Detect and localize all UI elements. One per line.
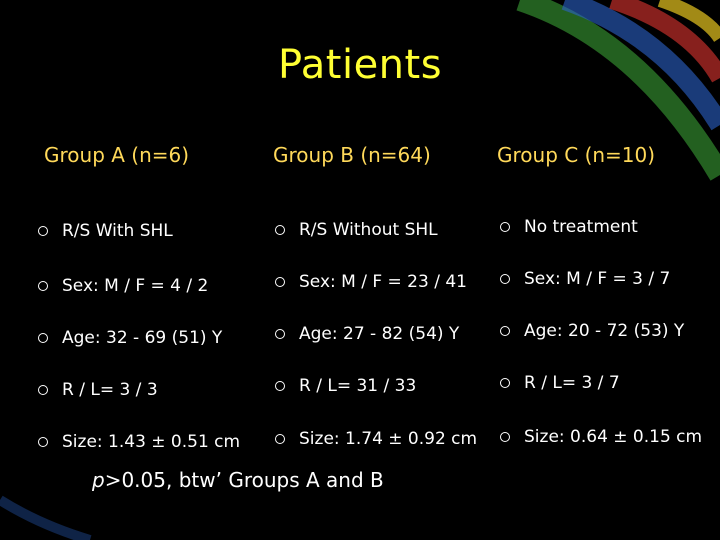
group-b-item: Sex: M / F = 23 / 41 (275, 272, 467, 292)
group-c-item: Age: 20 - 72 (53) Y (500, 321, 684, 341)
slide-title: Patients (277, 42, 443, 88)
group-c-item: Size: 0.64 ± 0.15 cm (500, 427, 702, 447)
group-c-header: Group C (n=10) (497, 143, 656, 167)
circle-bullet-icon (500, 432, 510, 442)
group-a-item: Sex: M / F = 4 / 2 (38, 276, 208, 296)
group-c-item: No treatment (500, 217, 638, 237)
group-c-item-text: Size: 0.64 ± 0.15 cm (524, 427, 703, 447)
p-value-note: p>0.05, btw’ Groups A and B (92, 468, 384, 492)
group-a-item: Age: 32 - 69 (51) Y (38, 328, 222, 348)
circle-bullet-icon (500, 274, 510, 284)
group-a-item: R / L= 3 / 3 (38, 380, 158, 400)
group-b-item: R/S Without SHL (275, 220, 438, 240)
circle-bullet-icon (38, 333, 48, 343)
circle-bullet-icon (500, 378, 510, 388)
circle-bullet-icon (500, 326, 510, 336)
circle-bullet-icon (38, 281, 48, 291)
group-a-item-text: Age: 32 - 69 (51) Y (62, 328, 223, 348)
group-a-item-text: Sex: M / F = 4 / 2 (62, 276, 209, 296)
circle-bullet-icon (275, 225, 285, 235)
circle-bullet-icon (275, 277, 285, 287)
group-a-item-text: R / L= 3 / 3 (62, 380, 158, 400)
circle-bullet-icon (500, 222, 510, 232)
group-a-item-text: Size: 1.43 ± 0.51 cm (62, 432, 241, 452)
group-b-item-text: Sex: M / F = 23 / 41 (299, 272, 467, 292)
circle-bullet-icon (38, 437, 48, 447)
group-c-item-text: R / L= 3 / 7 (524, 373, 620, 393)
arc-yellow (657, 0, 720, 43)
group-b-header: Group B (n=64) (273, 143, 431, 167)
circle-bullet-icon (275, 381, 285, 391)
circle-bullet-icon (275, 329, 285, 339)
group-b-item-text: Size: 1.74 ± 0.92 cm (299, 429, 478, 449)
group-a-item: Size: 1.43 ± 0.51 cm (38, 432, 240, 452)
group-b-item-text: R / L= 31 / 33 (299, 376, 417, 396)
arc-bottom-left (0, 495, 92, 540)
group-b-item: Size: 1.74 ± 0.92 cm (275, 429, 477, 449)
group-b-item-text: Age: 27 - 82 (54) Y (299, 324, 460, 344)
group-a-item: R/S With SHL (38, 221, 173, 241)
group-b-item: Age: 27 - 82 (54) Y (275, 324, 459, 344)
group-c-item-text: Sex: M / F = 3 / 7 (524, 269, 671, 289)
group-c-item-text: No treatment (524, 217, 638, 237)
group-c-item: Sex: M / F = 3 / 7 (500, 269, 670, 289)
p-symbol: p (92, 468, 105, 492)
circle-bullet-icon (38, 226, 48, 236)
group-b-item: R / L= 31 / 33 (275, 376, 416, 396)
circle-bullet-icon (275, 434, 285, 444)
group-c-item: R / L= 3 / 7 (500, 373, 620, 393)
p-value-text: >0.05, btw’ Groups A and B (104, 468, 384, 492)
circle-bullet-icon (38, 385, 48, 395)
group-c-item-text: Age: 20 - 72 (53) Y (524, 321, 685, 341)
group-b-item-text: R/S Without SHL (299, 220, 438, 240)
group-a-item-text: R/S With SHL (62, 221, 173, 241)
group-a-header: Group A (n=6) (44, 143, 190, 167)
